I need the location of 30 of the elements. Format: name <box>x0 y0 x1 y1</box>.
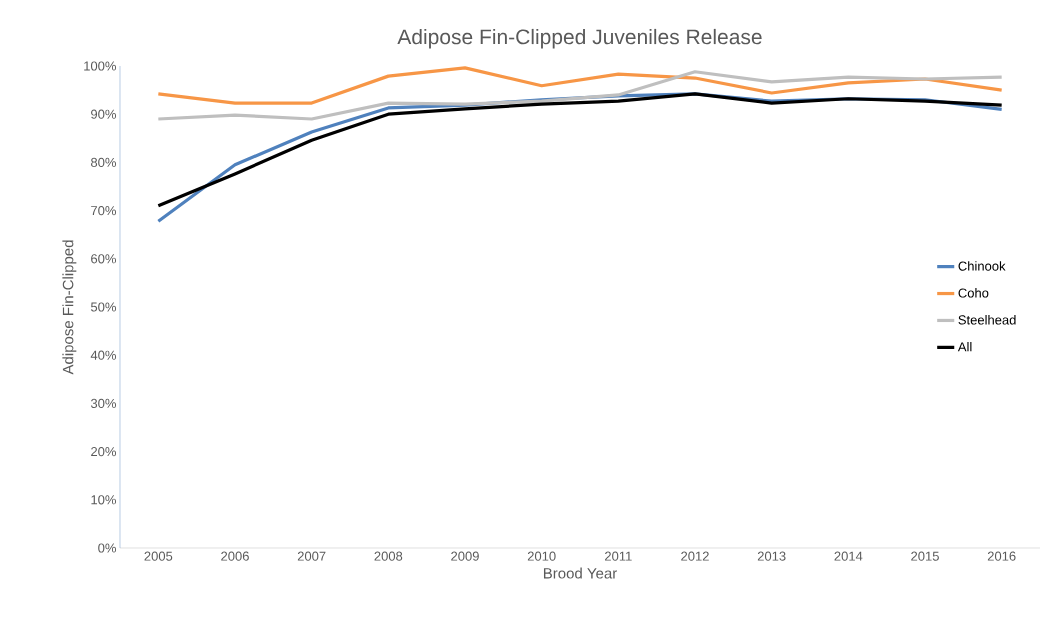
x-tick-label: 2005 <box>144 551 173 561</box>
y-tick-label: 10% <box>91 495 117 505</box>
x-tick-label: 2009 <box>451 551 479 561</box>
y-tick-label: 90% <box>91 109 117 119</box>
y-tick-label: 0% <box>98 543 117 553</box>
x-tick-label: 2016 <box>987 551 1016 561</box>
x-axis-title: Brood Year <box>543 567 617 579</box>
y-tick-label: 70% <box>91 205 117 216</box>
x-tick-label: 2014 <box>834 551 863 561</box>
y-tick-label: 20% <box>91 446 117 457</box>
x-tick-label: 2013 <box>757 551 786 561</box>
x-tick-label: 2007 <box>297 551 326 561</box>
y-tick-label: 50% <box>90 302 117 312</box>
legend-label: Coho <box>958 288 989 298</box>
x-tick-label: 2015 <box>911 551 939 561</box>
x-tick-label: 2008 <box>374 551 403 561</box>
legend-label: All <box>957 341 972 352</box>
chart-title: Adipose Fin-Clipped Juveniles Release <box>397 28 762 49</box>
y-tick-label: 30% <box>90 398 117 408</box>
y-tick-label: 80% <box>91 157 117 167</box>
x-tick-label: 2011 <box>605 551 632 561</box>
x-tick-label: 2010 <box>527 551 556 561</box>
x-tick-label: 2006 <box>221 551 249 561</box>
y-axis-title: Adipose Fin-Clipped <box>62 240 77 375</box>
y-tick-label: 60% <box>91 254 117 264</box>
y-tick-label: 100% <box>84 61 117 71</box>
x-tick-label: 2012 <box>681 551 709 561</box>
y-tick-label: 40% <box>90 350 117 360</box>
legend-label: Steelhead <box>958 314 1016 325</box>
legend-label: Chinook <box>958 261 1006 271</box>
